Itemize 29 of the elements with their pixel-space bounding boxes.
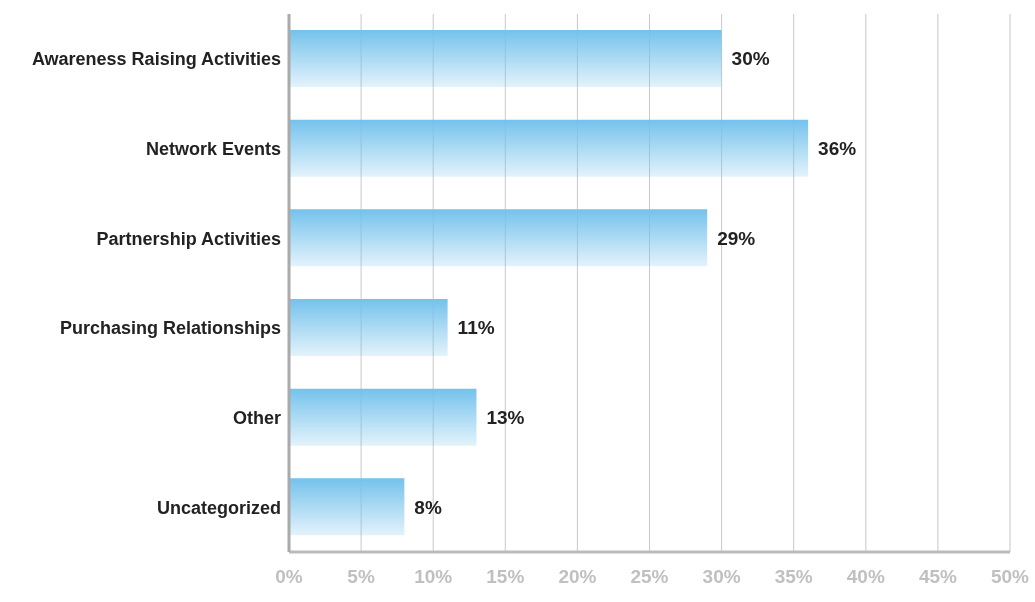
x-tick-label: 45% bbox=[918, 566, 958, 588]
bar bbox=[289, 388, 477, 446]
data-label: 30% bbox=[731, 48, 770, 70]
x-tick-label: 30% bbox=[702, 566, 741, 588]
y-tick-label: Other bbox=[232, 407, 281, 428]
bar bbox=[289, 478, 405, 536]
y-tick-label: Partnership Activities bbox=[96, 228, 281, 249]
y-tick-label: Uncategorized bbox=[156, 497, 281, 518]
data-label: 8% bbox=[414, 496, 442, 518]
x-tick-label: 0% bbox=[275, 566, 303, 588]
x-tick-label: 40% bbox=[846, 566, 885, 588]
y-tick-label: Network Events bbox=[145, 138, 281, 159]
bar bbox=[289, 119, 809, 177]
y-tick-label: Awareness Raising Activities bbox=[31, 49, 281, 70]
data-label: 11% bbox=[457, 317, 495, 339]
y-tick-label: Purchasing Relationships bbox=[59, 318, 281, 339]
x-tick-label: 15% bbox=[486, 566, 525, 588]
x-tick-label: 10% bbox=[414, 566, 453, 588]
x-tick-label: 20% bbox=[558, 566, 597, 588]
bar bbox=[289, 299, 448, 356]
x-tick-label: 25% bbox=[630, 566, 669, 588]
data-label: 13% bbox=[486, 406, 525, 428]
x-tick-label: 50% bbox=[990, 566, 1030, 588]
bar bbox=[289, 209, 708, 267]
bar bbox=[289, 30, 722, 87]
x-tick-label: 5% bbox=[347, 566, 375, 588]
data-label: 36% bbox=[818, 137, 857, 159]
x-tick-label: 35% bbox=[774, 566, 813, 588]
data-label: 29% bbox=[717, 227, 756, 249]
